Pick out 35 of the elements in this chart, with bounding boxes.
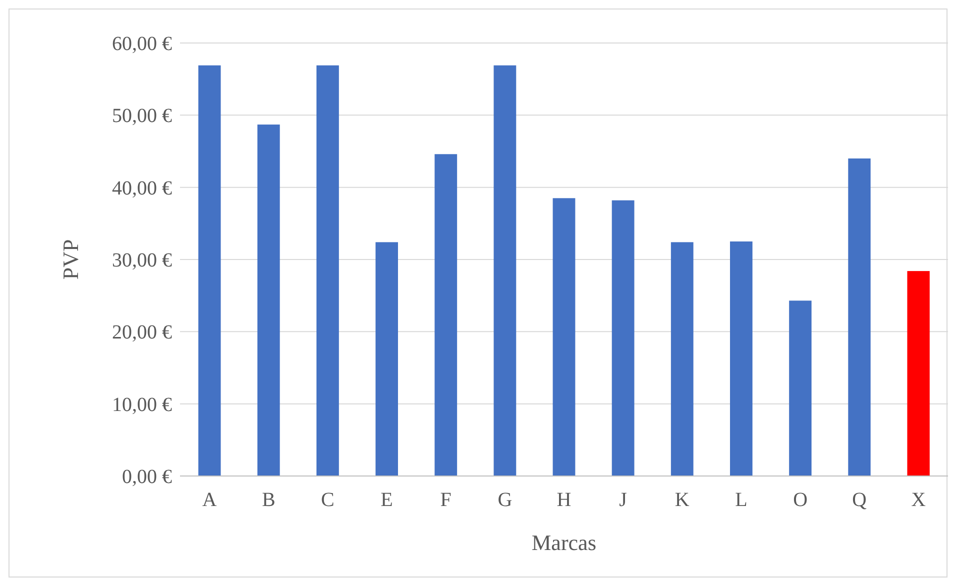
x-tick-label: G — [498, 489, 512, 511]
bar — [376, 242, 398, 476]
bar — [612, 200, 634, 476]
y-tick-label: 50,00 € — [112, 105, 172, 128]
x-tick-label: C — [321, 489, 334, 511]
x-tick-label: X — [911, 489, 926, 511]
x-tick-label: L — [735, 489, 748, 511]
bar — [730, 241, 752, 476]
bar — [907, 271, 930, 476]
y-tick-label: 60,00 € — [112, 33, 172, 55]
bar — [198, 65, 221, 476]
x-tick-label: J — [619, 489, 628, 511]
y-tick-label: 0,00 € — [122, 466, 172, 488]
y-tick-label: 10,00 € — [112, 394, 172, 416]
x-axis-title: Marcas — [532, 530, 596, 555]
y-tick-label: 20,00 € — [112, 322, 172, 344]
y-axis-title: PVP — [58, 239, 83, 280]
bar — [494, 65, 516, 476]
bar — [670, 242, 694, 476]
bar — [316, 65, 339, 476]
x-tick-label: O — [793, 489, 808, 511]
x-tick-label: Q — [852, 489, 868, 511]
bar — [789, 300, 812, 476]
x-tick-label: K — [674, 489, 690, 511]
bar — [848, 158, 871, 476]
bar — [257, 124, 280, 476]
x-tick-label: F — [440, 489, 452, 511]
bar — [434, 154, 458, 476]
x-tick-label: A — [202, 489, 218, 511]
x-tick-label: E — [380, 489, 393, 511]
y-tick-label: 30,00 € — [112, 250, 172, 272]
y-tick-label: 40,00 € — [112, 177, 172, 200]
x-tick-label: B — [262, 489, 276, 511]
bar — [552, 198, 576, 476]
x-tick-label: H — [556, 489, 572, 511]
